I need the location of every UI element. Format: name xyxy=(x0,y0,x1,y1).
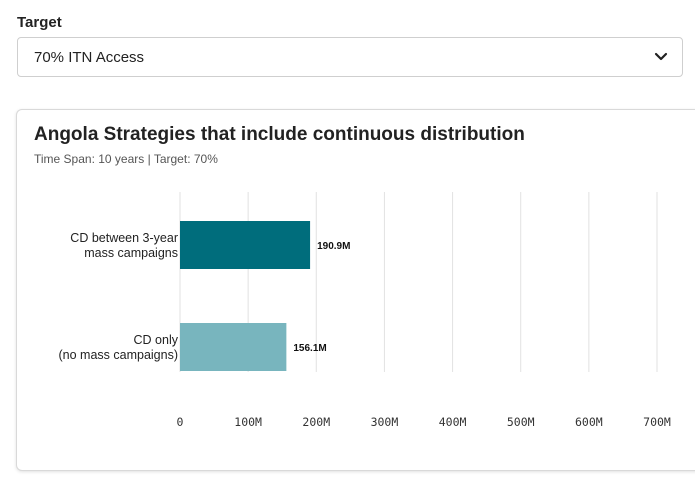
x-tick-label-7: 700M xyxy=(643,415,671,429)
chart-card: Angola Strategies that include continuou… xyxy=(16,109,695,471)
chevron-down-icon xyxy=(654,52,668,61)
category-label-0: CD between 3-year mass campaigns xyxy=(70,231,178,261)
category-label-0-line-2: mass campaigns xyxy=(84,246,178,260)
bar-chart: 0 100M 200M 300M 400M 500M 600M 700M 190.9M 156.1… xyxy=(177,192,671,429)
category-label-0-line-1: CD between 3-year xyxy=(70,231,178,245)
target-select-value: 70% ITN Access xyxy=(34,48,145,66)
bar-value-label-1: 156.1M xyxy=(293,343,326,354)
chart-title: Angola Strategies that include continuou… xyxy=(34,124,525,145)
chart-subtitle: Time Span: 10 years | Target: 70% xyxy=(34,152,218,166)
x-tick-label-4: 400M xyxy=(439,415,467,429)
category-label-1: CD only (no mass campaigns) xyxy=(59,333,179,363)
x-tick-label-6: 600M xyxy=(575,415,603,429)
x-tick-label-1: 100M xyxy=(234,415,262,429)
bar-1 xyxy=(180,323,287,371)
category-label-1-line-2: (no mass campaigns) xyxy=(58,348,179,362)
x-tick-label-0: 0 xyxy=(177,415,184,429)
bar-0 xyxy=(180,221,311,269)
x-tick-label-5: 500M xyxy=(507,415,535,429)
bar-value-label-0: 190.9M xyxy=(317,241,350,252)
x-tick-label-3: 300M xyxy=(371,415,399,429)
target-label: Target xyxy=(17,14,62,31)
category-label-1-line-1: CD only xyxy=(133,333,178,347)
target-select[interactable]: 70% ITN Access xyxy=(17,37,683,77)
x-tick-label-2: 200M xyxy=(302,415,330,429)
